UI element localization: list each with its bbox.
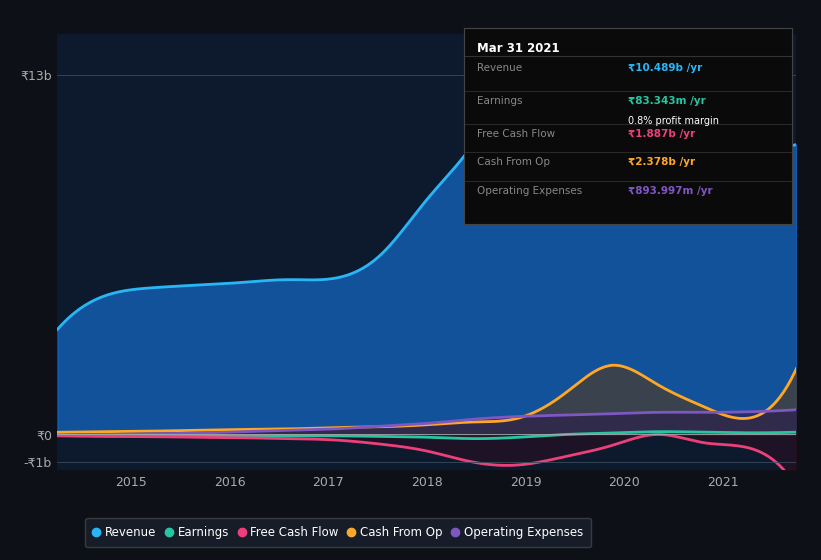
- Text: 0.8% profit margin: 0.8% profit margin: [628, 116, 719, 126]
- Text: ₹893.997m /yr: ₹893.997m /yr: [628, 186, 713, 196]
- Text: Revenue: Revenue: [477, 63, 522, 73]
- Text: ₹2.378b /yr: ₹2.378b /yr: [628, 157, 695, 167]
- Text: Cash From Op: Cash From Op: [477, 157, 550, 167]
- Text: ₹10.489b /yr: ₹10.489b /yr: [628, 63, 702, 73]
- Text: Mar 31 2021: Mar 31 2021: [477, 42, 560, 55]
- Legend: Revenue, Earnings, Free Cash Flow, Cash From Op, Operating Expenses: Revenue, Earnings, Free Cash Flow, Cash …: [85, 518, 591, 548]
- Text: ₹83.343m /yr: ₹83.343m /yr: [628, 96, 706, 106]
- Text: Operating Expenses: Operating Expenses: [477, 186, 582, 196]
- Text: Earnings: Earnings: [477, 96, 522, 106]
- Text: Free Cash Flow: Free Cash Flow: [477, 129, 555, 139]
- Text: ₹1.887b /yr: ₹1.887b /yr: [628, 129, 695, 139]
